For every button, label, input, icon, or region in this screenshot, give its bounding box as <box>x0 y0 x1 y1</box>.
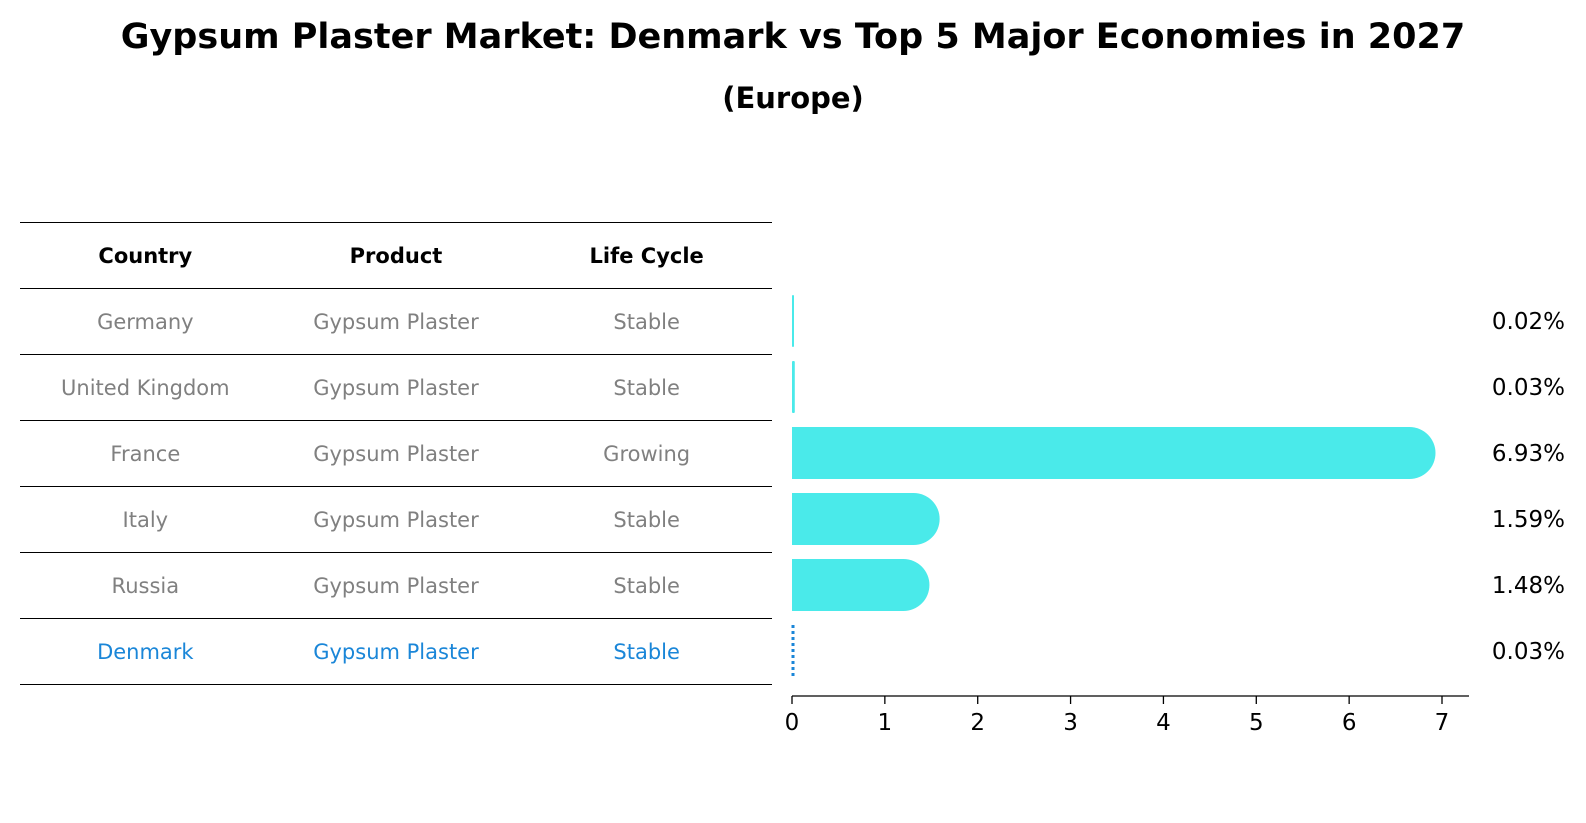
bar-france <box>792 427 1436 479</box>
cell-country: Italy <box>20 486 271 553</box>
chart-subtitle: (Europe) <box>722 81 864 115</box>
table-row: Russia Gypsum Plaster Stable <box>20 552 772 619</box>
cell-country: Germany <box>20 288 271 355</box>
x-tick-label: 6 <box>1342 710 1357 736</box>
table-header-row: Country Product Life Cycle <box>20 222 772 289</box>
cell-country: France <box>20 420 271 487</box>
bar-united-kingdom <box>792 361 795 413</box>
bar-left-edge <box>792 559 818 611</box>
bar-left-edge <box>792 427 818 479</box>
x-tick-label: 1 <box>878 710 893 736</box>
cell-life-cycle: Stable <box>521 618 772 685</box>
value-label: 0.02% <box>1492 309 1565 335</box>
value-label: 1.59% <box>1492 507 1565 533</box>
cell-life-cycle: Stable <box>521 288 772 355</box>
cell-product: Gypsum Plaster <box>270 552 522 619</box>
value-label: 0.03% <box>1492 375 1565 401</box>
x-tick-label: 5 <box>1249 710 1264 736</box>
cell-product: Gypsum Plaster <box>270 486 522 553</box>
header-life-cycle: Life Cycle <box>521 222 772 289</box>
cell-product: Gypsum Plaster <box>270 420 522 487</box>
x-tick-label: 4 <box>1156 710 1171 736</box>
table-row: United Kingdom Gypsum Plaster Stable <box>20 354 772 421</box>
data-table: Country Product Life Cycle Germany Gypsu… <box>20 222 772 685</box>
header-country: Country <box>20 222 271 289</box>
cell-country: United Kingdom <box>20 354 271 421</box>
x-tick-label: 2 <box>970 710 985 736</box>
x-tick-label: 0 <box>785 710 800 736</box>
value-label: 0.03% <box>1492 639 1565 665</box>
table-row: Italy Gypsum Plaster Stable <box>20 486 772 553</box>
cell-country: Denmark <box>20 618 271 685</box>
cell-life-cycle: Growing <box>521 420 772 487</box>
table-row-highlighted: Denmark Gypsum Plaster Stable <box>20 618 772 685</box>
table-row: Germany Gypsum Plaster Stable <box>20 288 772 355</box>
table-row: France Gypsum Plaster Growing <box>20 420 772 487</box>
value-label: 6.93% <box>1492 441 1565 467</box>
bar-italy <box>792 493 940 545</box>
chart-title: Gypsum Plaster Market: Denmark vs Top 5 … <box>120 17 1466 57</box>
header-product: Product <box>270 222 522 289</box>
bar-russia <box>792 559 930 611</box>
x-tick-label: 3 <box>1063 710 1078 736</box>
cell-life-cycle: Stable <box>521 486 772 553</box>
cell-country: Russia <box>20 552 271 619</box>
bar-left-edge <box>792 493 818 545</box>
x-tick-label: 7 <box>1435 710 1450 736</box>
cell-product: Gypsum Plaster <box>270 288 522 355</box>
cell-life-cycle: Stable <box>521 552 772 619</box>
cell-product: Gypsum Plaster <box>270 354 522 421</box>
bar-germany <box>792 295 794 347</box>
cell-product: Gypsum Plaster <box>270 618 522 685</box>
value-label: 1.48% <box>1492 573 1565 599</box>
